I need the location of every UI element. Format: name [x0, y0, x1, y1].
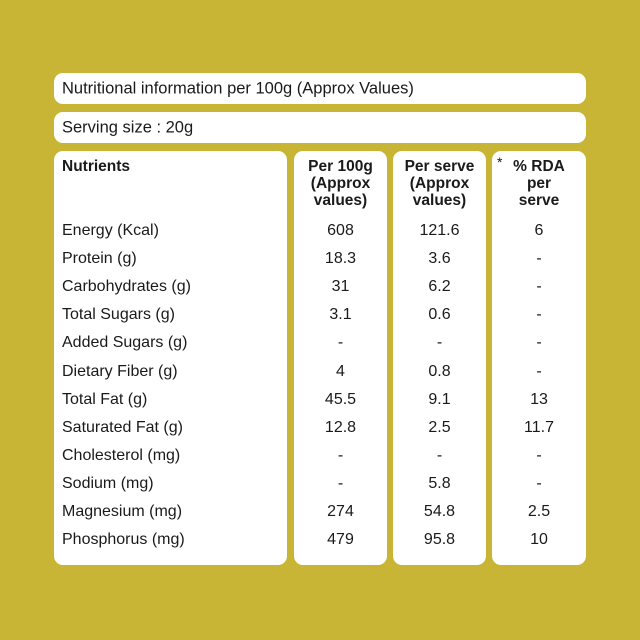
- nutrient-name: Energy (Kcal): [62, 222, 159, 240]
- per100-value: -: [337, 474, 344, 492]
- perserve-value: 3.6: [428, 250, 451, 268]
- rda-value: -: [536, 278, 542, 296]
- perserve-value: 2.5: [428, 418, 451, 436]
- per100-value: 18.3: [324, 250, 357, 268]
- nutrient-name: Carbohydrates (g): [62, 278, 191, 296]
- perserve-value: 95.8: [423, 531, 456, 549]
- rda-value: -: [536, 474, 542, 492]
- rda-value: -: [536, 306, 542, 324]
- rda-value: 2.5: [527, 502, 551, 520]
- nutrient-names: Energy (Kcal) Protein (g) Carbohydrates (g…: [54, 217, 287, 554]
- nutrient-name: Sodium (mg): [62, 474, 154, 492]
- per100-value: 45.5: [324, 390, 357, 408]
- rda-header: % RDA per serve: [513, 158, 565, 209]
- per100-value: -: [337, 334, 344, 352]
- per-100g-values: 608 18.3 31 3.1 - 4 45.5 12.8 - - 274 479: [294, 217, 387, 554]
- rda-asterisk: *: [497, 154, 503, 170]
- per-100g-header: Per 100g (Approx values): [308, 158, 373, 209]
- serving-strip: Serving size : 20g: [54, 112, 586, 143]
- perserve-value: 0.8: [428, 362, 451, 380]
- per-100g-column: Per 100g (Approx values) 608 18.3 31 3.1 - 4 4…: [294, 151, 387, 565]
- rda-value: -: [536, 334, 542, 352]
- perserve-value: 9.1: [428, 390, 451, 408]
- per-serve-column: Per serve (Approx values) 121.6 3.6 6.2 0.6…: [393, 151, 486, 565]
- title-strip: Nutritional information per 100g (Approx…: [54, 73, 586, 104]
- nutrients-header: Nutrients: [62, 158, 131, 175]
- nutrient-name: Saturated Fat (g): [62, 418, 183, 436]
- per100-value: 4: [336, 362, 345, 380]
- nutrient-name: Total Sugars (g): [62, 306, 175, 324]
- perserve-value: 5.8: [428, 474, 451, 492]
- per100-value: 274: [327, 502, 354, 520]
- rda-value: -: [536, 446, 542, 464]
- rda-value: -: [536, 362, 542, 380]
- per100-value: 479: [327, 531, 354, 549]
- rda-value: 6: [534, 222, 544, 240]
- rda-value: 10: [530, 531, 548, 549]
- perserve-value: -: [436, 334, 443, 352]
- serving-size: Serving size : 20g: [62, 118, 194, 136]
- perserve-value: 6.2: [428, 278, 451, 296]
- rda-values: 6 - - - - - 13 11.7 - - 2.5 10: [492, 217, 586, 554]
- per-serve-values: 121.6 3.6 6.2 0.6 - 0.8 9.1 2.5 - 5.8 54.8 95.8: [393, 217, 486, 554]
- perserve-value: -: [436, 446, 443, 464]
- per-serve-header: Per serve (Approx values): [404, 158, 475, 209]
- nutrient-name: Added Sugars (g): [62, 334, 188, 352]
- rda-value: -: [536, 250, 542, 268]
- per100-value: 31: [331, 278, 350, 296]
- perserve-value: 0.6: [428, 306, 451, 324]
- rda-column: * % RDA per serve 6 - - - - - 13 11.7 - - 2.5 10: [492, 151, 586, 565]
- nutrient-name: Cholesterol (mg): [62, 446, 181, 464]
- nutrients-column: Nutrients Energy (Kcal) Protein (g) Carboh…: [54, 151, 287, 565]
- nutrition-title: Nutritional information per 100g (Approx…: [62, 79, 414, 97]
- nutrient-name: Protein (g): [62, 250, 137, 268]
- nutrient-name: Magnesium (mg): [62, 502, 183, 520]
- per100-value: 12.8: [324, 418, 357, 436]
- per100-value: -: [337, 446, 344, 464]
- per100-value: 3.1: [329, 306, 352, 324]
- rda-value: 13: [530, 390, 548, 408]
- perserve-value: 54.8: [423, 502, 456, 520]
- rda-value: 11.7: [524, 418, 554, 436]
- perserve-value: 121.6: [419, 222, 460, 240]
- nutrient-name: Total Fat (g): [62, 390, 148, 408]
- nutrient-name: Phosphorus (mg): [62, 531, 185, 549]
- nutrient-name: Dietary Fiber (g): [62, 362, 178, 380]
- per100-value: 608: [327, 222, 354, 240]
